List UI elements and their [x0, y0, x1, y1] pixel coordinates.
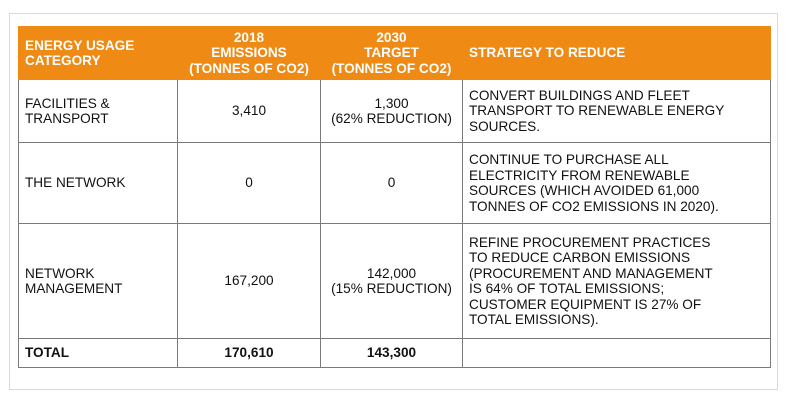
cell-line: FACILITIES & [25, 95, 110, 111]
header-strategy-line: STRATEGY TO REDUCE [469, 45, 626, 61]
total-strategy [462, 338, 771, 368]
header-strategy: STRATEGY TO REDUCE [462, 26, 771, 80]
header-emissions-line: EMISSIONS [211, 45, 287, 61]
cell-line: (PROCUREMENT AND MANAGEMENT [469, 265, 713, 281]
cell-line: TO REDUCE CARBON EMISSIONS [469, 250, 691, 265]
total-emissions-2018: 170,610 [177, 338, 321, 368]
cell-line: REFINE PROCUREMENT PRACTICES [469, 234, 711, 250]
header-target-line: 2030 [376, 29, 407, 45]
table-header-row: ENERGY USAGE CATEGORY 2018 EMISSIONS (TO… [18, 26, 771, 80]
cell-line: 1,300 [374, 95, 409, 111]
cell-emissions-2018: 0 [177, 142, 321, 224]
cell-line: NETWORK [25, 265, 95, 281]
cell-strategy: REFINE PROCUREMENT PRACTICES TO REDUCE C… [462, 223, 771, 339]
header-target-line: TARGET [364, 45, 419, 61]
cell-line: IS 64% OF TOTAL EMISSIONS; [469, 281, 665, 296]
total-label: TOTAL [18, 338, 178, 368]
table-row: NETWORK MANAGEMENT 167,200 142,000 (15% … [18, 223, 771, 339]
cell-emissions-2018: 3,410 [177, 79, 321, 143]
cell-category: THE NETWORK [18, 142, 178, 224]
table-row: FACILITIES & TRANSPORT 3,410 1,300 (62% … [18, 79, 771, 143]
cell-line: (62% REDUCTION) [331, 111, 452, 126]
cell-line: SOURCES (WHICH AVOIDED 61,000 [469, 183, 700, 198]
header-emissions-line: 2018 [233, 29, 265, 45]
cell-target-2030: 1,300 (62% REDUCTION) [320, 79, 463, 143]
table-row: THE NETWORK 0 0 CONTINUE TO PURCHASE ALL… [18, 142, 771, 224]
cell-strategy: CONTINUE TO PURCHASE ALL ELECTRICITY FRO… [462, 142, 771, 224]
total-target-2030: 143,300 [320, 338, 463, 368]
cell-line: 0 [387, 175, 396, 191]
cell-line: MANAGEMENT [25, 281, 123, 296]
cell-target-2030: 142,000 (15% REDUCTION) [320, 223, 463, 339]
cell-line: CONVERT BUILDINGS AND FLEET [469, 87, 690, 103]
header-target-2030: 2030 TARGET (TONNES OF CO2) [320, 26, 463, 80]
total-row: TOTAL 170,610 143,300 [18, 338, 771, 368]
cell-category: FACILITIES & TRANSPORT [18, 79, 178, 143]
header-category-line: ENERGY USAGE [25, 37, 135, 53]
cell-line: 142,000 [366, 265, 417, 281]
cell-line: TRANSPORT [25, 111, 109, 126]
cell-line: (15% REDUCTION) [331, 281, 452, 296]
header-emissions-2018: 2018 EMISSIONS (TONNES OF CO2) [177, 26, 321, 80]
header-category-line: CATEGORY [25, 53, 101, 68]
cell-category: NETWORK MANAGEMENT [18, 223, 178, 339]
header-target-line: (TONNES OF CO2) [331, 60, 452, 76]
cell-strategy: CONVERT BUILDINGS AND FLEET TRANSPORT TO… [462, 79, 771, 143]
cell-line: THE NETWORK [25, 175, 126, 191]
cell-line: SOURCES. [469, 118, 541, 134]
cell-line: CONTINUE TO PURCHASE ALL [469, 152, 669, 167]
cell-line: TOTAL EMISSIONS). [469, 312, 599, 327]
cell-line: TONNES OF CO2 EMISSIONS IN 2020). [469, 198, 719, 214]
cell-line: TRANSPORT TO RENEWABLE ENERGY [469, 103, 725, 119]
cell-target-2030: 0 [320, 142, 463, 224]
cell-line: CUSTOMER EQUIPMENT IS 27% OF [469, 296, 702, 312]
cell-emissions-2018: 167,200 [177, 223, 321, 339]
header-emissions-line: (TONNES OF CO2) [189, 60, 309, 76]
emissions-table: ENERGY USAGE CATEGORY 2018 EMISSIONS (TO… [18, 26, 771, 368]
header-category: ENERGY USAGE CATEGORY [18, 26, 178, 80]
cell-line: ELECTRICITY FROM RENEWABLE [469, 167, 690, 183]
